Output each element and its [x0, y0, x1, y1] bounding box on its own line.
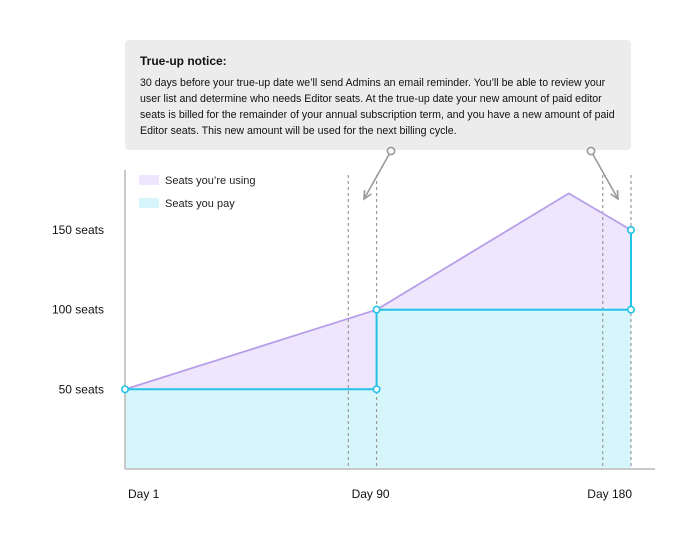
callout-arrow-day-90 [363, 146, 396, 201]
data-point-3 [626, 305, 635, 314]
y-tick-label: 100 seats [52, 303, 104, 317]
y-tick-label: 50 seats [59, 382, 104, 396]
legend: Seats you’re using Seats you pay [139, 175, 256, 210]
tick-labels: 50 seats 100 seats 150 seats Day 1 Day 90 Day… [52, 223, 632, 501]
y-tick-label: 150 seats [52, 223, 104, 237]
x-tick-label: Day 180 [587, 487, 632, 501]
callout-arrow-day-90-origin [386, 146, 396, 156]
data-point-0 [121, 385, 130, 394]
legend-label: Seats you pay [165, 198, 235, 210]
x-tick-label: Day 90 [352, 487, 390, 501]
legend-label: Seats you’re using [165, 175, 256, 187]
callout-arrow-day-90-shaft [364, 154, 390, 198]
callout-arrow-day-180-shaft [592, 154, 618, 198]
legend-swatch-0 [139, 175, 159, 185]
callout-arrow-day-180-head [610, 189, 619, 201]
data-point-4 [626, 226, 635, 235]
data-markers [121, 226, 635, 394]
callout-arrows [363, 146, 619, 201]
callout-arrow-day-180-origin [586, 146, 596, 156]
notice-title: True-up notice: [140, 54, 227, 68]
data-point-2 [372, 305, 381, 314]
using-line [124, 192, 632, 391]
x-tick-label: Day 1 [128, 487, 160, 501]
true-up-notice: True-up notice: 30 days before your true… [125, 40, 631, 150]
callout-arrow-day-180 [586, 146, 619, 201]
pay-area [125, 230, 631, 469]
series-fills [125, 193, 631, 469]
legend-swatch-1 [139, 198, 159, 208]
data-point-1 [372, 385, 381, 394]
callout-arrow-day-90-head [363, 189, 372, 201]
notice-body: 30 days before your true-up date we’ll s… [140, 77, 615, 137]
axes [124, 170, 655, 470]
